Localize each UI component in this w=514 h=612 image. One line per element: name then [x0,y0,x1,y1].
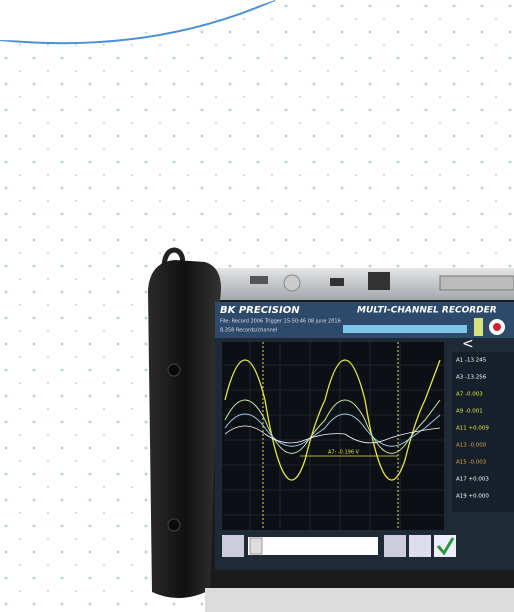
channel-entries: A1 -13.245 A3 -13.256 A7 -0.003 A9 -0.001 A1… [456,358,489,500]
channel-entry[interactable]: A11 +0.009 [456,426,489,432]
slot [439,275,514,291]
screw [167,518,181,532]
knob [283,274,301,292]
scroll-track[interactable] [248,537,378,555]
screw [167,363,181,377]
waveform [224,425,441,444]
scroll-thumb[interactable] [249,537,263,555]
channel-entry[interactable]: A9 -0.001 [456,409,483,415]
waveform [224,359,441,481]
channel-entry[interactable]: A17 +0.003 [456,477,489,483]
channel-entry[interactable]: A13 -0.000 [456,443,487,449]
grid [222,342,444,530]
checkmark [436,537,455,556]
cursor-label: A7: -0.196 V [328,450,360,456]
port [368,272,390,290]
right-button[interactable] [384,535,406,557]
waveform [224,399,441,454]
channel-entry[interactable]: A3 -13.256 [456,375,487,381]
channel-entry[interactable]: A7 -0.003 [456,392,483,398]
port [330,278,344,286]
channel-entry[interactable]: A1 -13.245 [456,358,487,364]
progress-bar [343,325,467,333]
brand: BK PRECISION [220,305,300,316]
zoom-button[interactable] [409,535,431,557]
left-button[interactable] [222,535,244,557]
back-arrow[interactable]: < [462,336,474,352]
record-dot [493,323,501,331]
channel-entry[interactable]: A19 +0.000 [456,494,489,500]
waveform [224,413,441,447]
base [205,588,514,612]
file-line: File: Record 2006 Trigger 15:50:46 08 ju… [220,319,341,325]
bumper [148,260,221,599]
records-line: 8,358 Records/channel [220,328,277,334]
port [250,276,268,284]
white-arc [0,0,275,41]
product: MULTI-CHANNEL RECORDER [357,306,497,316]
channel-entry[interactable]: A15 -0.003 [456,460,487,466]
indicator [474,318,483,336]
channel-list [452,352,514,512]
